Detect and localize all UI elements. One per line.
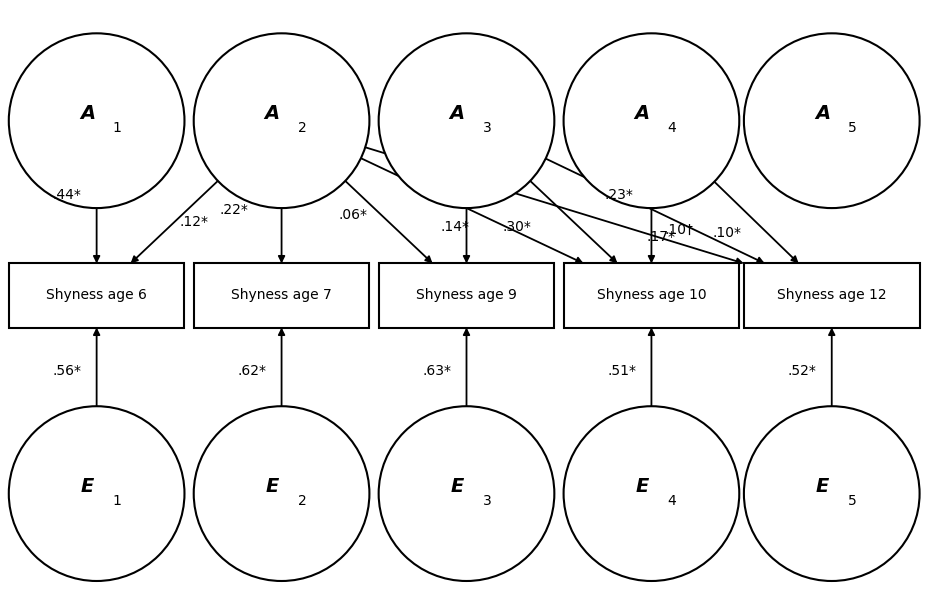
Text: E: E — [80, 477, 94, 496]
Text: 3: 3 — [482, 493, 491, 508]
Text: .12*: .12* — [179, 215, 208, 229]
Ellipse shape — [744, 406, 920, 581]
Text: 1: 1 — [113, 493, 121, 508]
Ellipse shape — [194, 33, 369, 208]
Text: Shyness age 12: Shyness age 12 — [777, 288, 886, 303]
Text: .62*: .62* — [238, 364, 267, 378]
Ellipse shape — [379, 406, 554, 581]
Text: Shyness age 7: Shyness age 7 — [231, 288, 332, 303]
Text: .14*: .14* — [441, 220, 470, 234]
Text: 4: 4 — [667, 121, 676, 135]
Text: A: A — [265, 104, 280, 123]
Text: Shyness age 9: Shyness age 9 — [416, 288, 517, 303]
Text: A: A — [815, 104, 830, 123]
Text: .06*: .06* — [339, 208, 368, 222]
Text: E: E — [635, 477, 648, 496]
Text: 5: 5 — [848, 493, 856, 508]
Text: A: A — [80, 104, 95, 123]
Ellipse shape — [194, 406, 369, 581]
Text: 4: 4 — [667, 493, 676, 508]
Text: .51*: .51* — [607, 364, 636, 378]
Text: 2: 2 — [298, 493, 306, 508]
Text: .17*: .17* — [647, 230, 675, 244]
Text: .10*: .10* — [713, 226, 742, 240]
Ellipse shape — [564, 406, 739, 581]
Text: .63*: .63* — [423, 364, 452, 378]
Text: E: E — [451, 477, 464, 496]
Text: 5: 5 — [848, 121, 856, 135]
Text: .56*: .56* — [52, 364, 81, 378]
Text: 3: 3 — [482, 121, 491, 135]
Text: .10†: .10† — [664, 223, 693, 237]
Ellipse shape — [564, 33, 739, 208]
Text: Shyness age 6: Shyness age 6 — [47, 288, 147, 303]
Text: E: E — [815, 477, 829, 496]
Text: A: A — [450, 104, 465, 123]
Text: .22*: .22* — [219, 203, 248, 217]
FancyBboxPatch shape — [379, 264, 554, 327]
FancyBboxPatch shape — [744, 264, 920, 327]
Text: 2: 2 — [298, 121, 306, 135]
Text: .30*: .30* — [503, 220, 532, 234]
Text: .23*: .23* — [605, 189, 634, 202]
FancyBboxPatch shape — [194, 264, 369, 327]
Text: .52*: .52* — [787, 364, 816, 378]
Ellipse shape — [8, 406, 185, 581]
Text: E: E — [266, 477, 279, 496]
FancyBboxPatch shape — [8, 264, 185, 327]
Text: Shyness age 10: Shyness age 10 — [596, 288, 706, 303]
Text: .44*: .44* — [52, 189, 81, 202]
Ellipse shape — [744, 33, 920, 208]
FancyBboxPatch shape — [564, 264, 739, 327]
Ellipse shape — [8, 33, 185, 208]
Text: A: A — [634, 104, 649, 123]
Ellipse shape — [379, 33, 554, 208]
Text: 1: 1 — [113, 121, 121, 135]
